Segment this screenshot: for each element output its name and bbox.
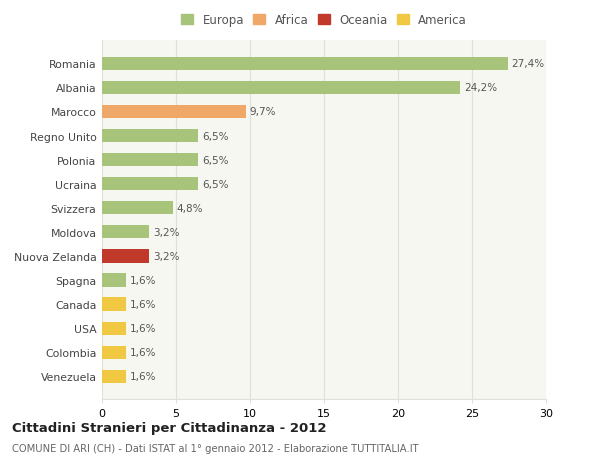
Bar: [102, 154, 198, 167]
Text: 6,5%: 6,5%: [202, 131, 229, 141]
Text: 1,6%: 1,6%: [130, 275, 156, 285]
Text: 6,5%: 6,5%: [202, 155, 229, 165]
Text: 3,2%: 3,2%: [153, 252, 179, 261]
Bar: [102, 57, 508, 71]
Text: 1,6%: 1,6%: [130, 324, 156, 333]
Bar: [102, 298, 125, 311]
Bar: [102, 370, 125, 383]
Bar: [102, 346, 125, 359]
Bar: [102, 322, 125, 335]
Bar: [102, 178, 198, 191]
Legend: Europa, Africa, Oceania, America: Europa, Africa, Oceania, America: [179, 11, 469, 29]
Text: 24,2%: 24,2%: [464, 83, 497, 93]
Bar: [102, 226, 149, 239]
Text: 9,7%: 9,7%: [249, 107, 276, 117]
Bar: [102, 274, 125, 287]
Text: 6,5%: 6,5%: [202, 179, 229, 189]
Text: COMUNE DI ARI (CH) - Dati ISTAT al 1° gennaio 2012 - Elaborazione TUTTITALIA.IT: COMUNE DI ARI (CH) - Dati ISTAT al 1° ge…: [12, 443, 419, 453]
Bar: [102, 106, 245, 119]
Text: 1,6%: 1,6%: [130, 299, 156, 309]
Text: 27,4%: 27,4%: [511, 59, 544, 69]
Bar: [102, 202, 173, 215]
Text: 3,2%: 3,2%: [153, 227, 179, 237]
Text: Cittadini Stranieri per Cittadinanza - 2012: Cittadini Stranieri per Cittadinanza - 2…: [12, 421, 326, 434]
Text: 1,6%: 1,6%: [130, 371, 156, 381]
Bar: [102, 129, 198, 143]
Text: 4,8%: 4,8%: [177, 203, 203, 213]
Bar: [102, 82, 460, 95]
Bar: [102, 250, 149, 263]
Text: 1,6%: 1,6%: [130, 347, 156, 358]
